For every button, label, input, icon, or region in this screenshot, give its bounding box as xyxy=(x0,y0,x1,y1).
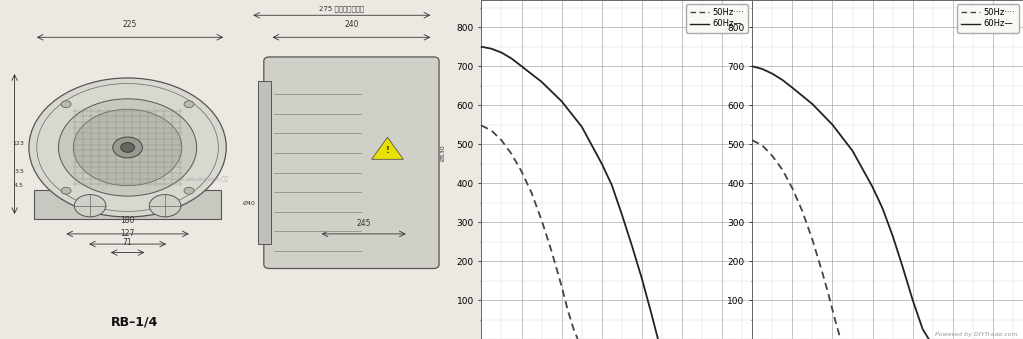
Circle shape xyxy=(149,195,181,217)
Text: 275 隔熱型（參考）: 275 隔熱型（參考） xyxy=(319,5,364,12)
Circle shape xyxy=(58,99,196,196)
Circle shape xyxy=(113,137,142,158)
Text: 180: 180 xyxy=(121,216,135,225)
Polygon shape xyxy=(371,137,403,159)
Bar xyxy=(258,81,271,244)
Text: !: ! xyxy=(386,146,390,155)
Text: Ø40: Ø40 xyxy=(243,201,256,206)
Circle shape xyxy=(184,101,194,108)
Text: 35: 35 xyxy=(187,152,194,157)
Text: 3.5: 3.5 xyxy=(14,169,24,174)
Circle shape xyxy=(61,187,72,194)
Circle shape xyxy=(75,195,105,217)
Text: 台湾东洗设备  http://searisenn.cn.alibaba.com/流通: 台湾东洗设备 http://searisenn.cn.alibaba.com/流… xyxy=(108,177,228,182)
Bar xyxy=(34,190,221,219)
Circle shape xyxy=(121,143,134,152)
Legend: 50Hz····, 60Hz—: 50Hz····, 60Hz— xyxy=(958,4,1019,33)
Text: Powered by DIYTrade.com: Powered by DIYTrade.com xyxy=(935,332,1018,337)
Text: 127: 127 xyxy=(121,229,135,238)
Legend: 50Hz····, 60Hz—: 50Hz····, 60Hz— xyxy=(686,4,748,33)
Circle shape xyxy=(74,109,182,186)
Circle shape xyxy=(184,187,194,194)
Text: 230: 230 xyxy=(0,137,2,151)
Text: 71: 71 xyxy=(123,238,132,247)
Circle shape xyxy=(61,101,72,108)
Circle shape xyxy=(29,78,226,217)
FancyBboxPatch shape xyxy=(264,57,439,268)
Text: 240: 240 xyxy=(344,20,359,29)
Text: 4.5: 4.5 xyxy=(14,183,24,188)
Text: Ø130: Ø130 xyxy=(441,144,445,161)
Text: 245: 245 xyxy=(356,219,371,228)
Text: 123: 123 xyxy=(12,141,24,146)
Text: RB–1/4: RB–1/4 xyxy=(112,316,159,329)
Text: 225: 225 xyxy=(123,20,137,29)
